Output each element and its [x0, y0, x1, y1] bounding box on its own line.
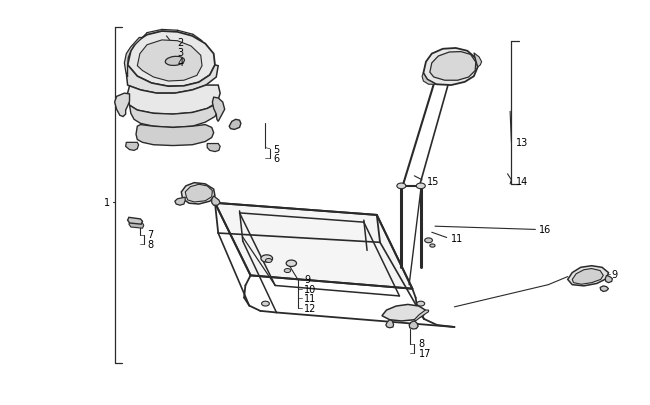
- Circle shape: [416, 183, 425, 189]
- Polygon shape: [129, 103, 220, 128]
- Circle shape: [430, 244, 435, 247]
- Polygon shape: [409, 321, 418, 329]
- Polygon shape: [229, 120, 241, 130]
- Polygon shape: [474, 54, 482, 68]
- Text: 11: 11: [451, 234, 463, 244]
- Polygon shape: [127, 218, 142, 225]
- Ellipse shape: [165, 57, 185, 66]
- Text: 8: 8: [419, 338, 425, 348]
- Circle shape: [397, 183, 406, 189]
- Text: 7: 7: [147, 230, 153, 240]
- Circle shape: [284, 269, 291, 273]
- Text: 5: 5: [273, 145, 280, 154]
- Text: 11: 11: [304, 293, 317, 303]
- Polygon shape: [212, 196, 220, 206]
- Polygon shape: [422, 74, 436, 85]
- Text: 6: 6: [273, 154, 280, 164]
- Polygon shape: [572, 269, 603, 285]
- Polygon shape: [137, 41, 202, 82]
- Text: 2: 2: [177, 37, 184, 47]
- Polygon shape: [175, 198, 185, 206]
- Text: 17: 17: [419, 348, 431, 358]
- Polygon shape: [600, 286, 608, 292]
- Polygon shape: [414, 310, 428, 321]
- Polygon shape: [136, 125, 214, 146]
- Polygon shape: [213, 98, 225, 122]
- Polygon shape: [386, 320, 394, 328]
- Circle shape: [286, 260, 296, 267]
- Text: 16: 16: [539, 225, 551, 235]
- Polygon shape: [181, 183, 215, 205]
- Circle shape: [424, 238, 432, 243]
- Text: 9: 9: [611, 269, 618, 279]
- Text: 9: 9: [304, 275, 311, 285]
- Polygon shape: [127, 32, 215, 87]
- Polygon shape: [567, 266, 608, 286]
- Text: 14: 14: [516, 176, 528, 186]
- Polygon shape: [126, 66, 218, 94]
- Text: 12: 12: [304, 303, 317, 313]
- Text: 1: 1: [104, 198, 110, 207]
- Polygon shape: [605, 276, 612, 283]
- Circle shape: [417, 301, 424, 306]
- Polygon shape: [207, 144, 220, 152]
- Polygon shape: [185, 185, 213, 202]
- Text: 3: 3: [177, 47, 183, 58]
- Text: 8: 8: [147, 239, 153, 249]
- Polygon shape: [382, 305, 425, 321]
- Polygon shape: [127, 86, 220, 115]
- Circle shape: [261, 255, 272, 262]
- Text: 4: 4: [177, 58, 183, 68]
- Polygon shape: [129, 222, 144, 229]
- Text: 13: 13: [516, 138, 528, 148]
- Polygon shape: [125, 143, 138, 151]
- Polygon shape: [114, 94, 129, 117]
- Circle shape: [265, 259, 272, 263]
- Circle shape: [261, 301, 269, 306]
- Polygon shape: [124, 38, 142, 78]
- Polygon shape: [215, 203, 412, 289]
- Polygon shape: [430, 53, 476, 81]
- Polygon shape: [423, 49, 478, 86]
- Text: 15: 15: [427, 176, 439, 186]
- Text: 10: 10: [304, 284, 317, 294]
